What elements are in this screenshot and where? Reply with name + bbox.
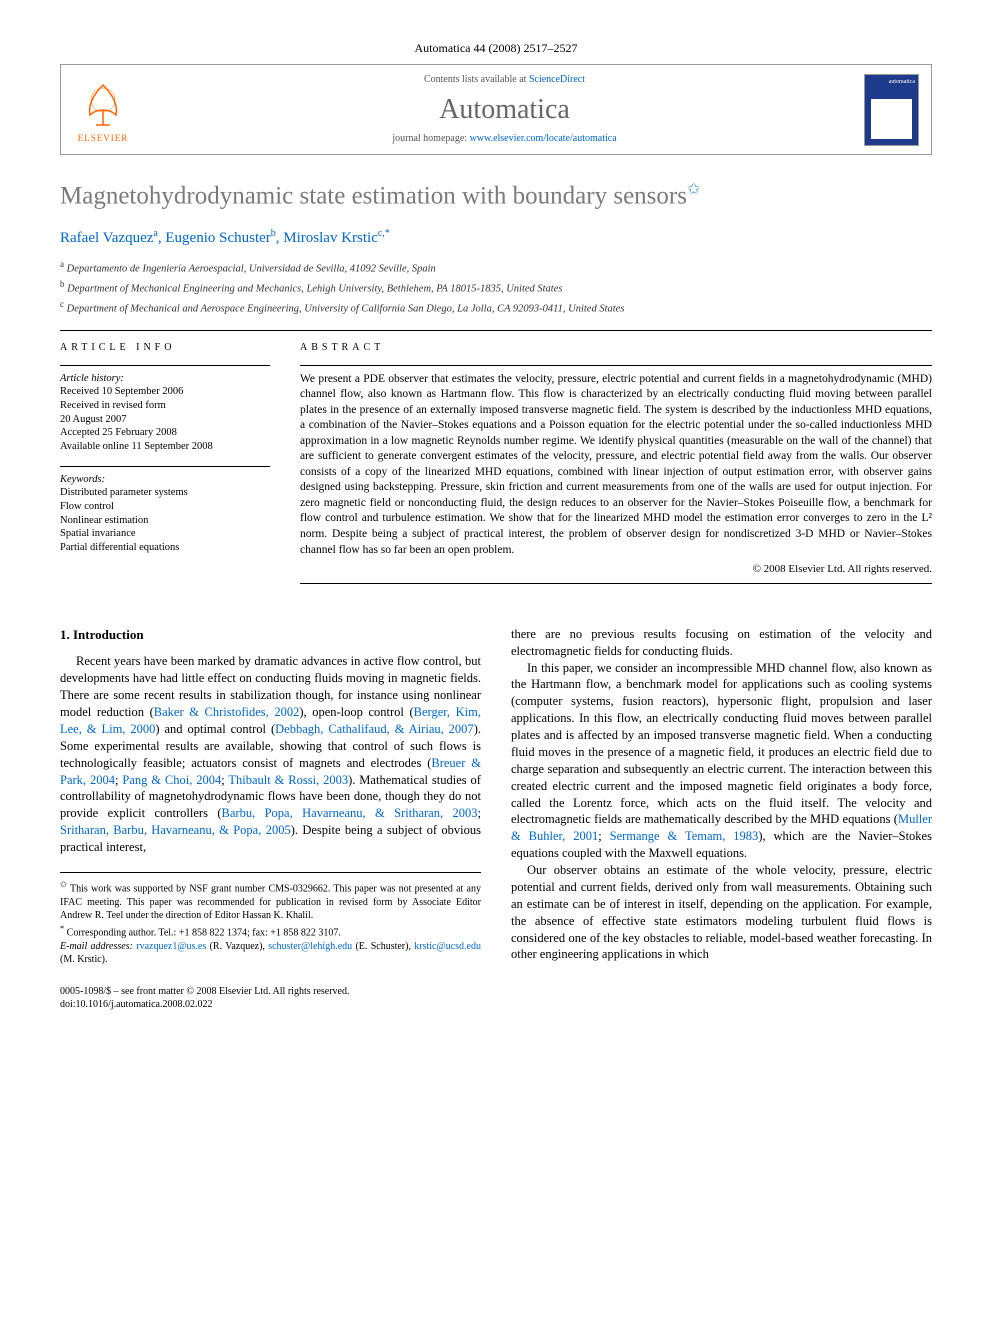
ref-sermange[interactable]: Sermange & Temam, 1983: [610, 829, 759, 843]
journal-name: Automatica: [145, 91, 864, 129]
abstract-sep: [300, 365, 932, 366]
affiliation-line: b Department of Mechanical Engineering a…: [60, 278, 932, 297]
footer-doi: doi:10.1016/j.automatica.2008.02.022: [60, 998, 349, 1012]
col2-p1: there are no previous results focusing o…: [511, 626, 932, 660]
ref-debbagh[interactable]: Debbagh, Cathalifaud, & Airiau, 2007: [275, 722, 474, 736]
footer-left: 0005-1098/$ – see front matter © 2008 El…: [60, 985, 349, 1012]
c2p2-a: In this paper, we consider an incompress…: [511, 661, 932, 827]
elsevier-label: ELSEVIER: [78, 132, 129, 144]
journal-header-box: ELSEVIER Contents lists available at Sci…: [60, 64, 932, 155]
keyword-line: Distributed parameter systems: [60, 486, 270, 500]
email-person: (E. Schuster),: [352, 941, 414, 952]
cover-label: automatica: [889, 78, 915, 86]
email-link[interactable]: schuster@lehigh.edu: [268, 941, 352, 952]
section-1-heading: 1. Introduction: [60, 626, 481, 644]
fn2-mark: *: [60, 924, 64, 933]
keywords-label: Keywords:: [60, 473, 270, 487]
abstract-text: We present a PDE observer that estimates…: [300, 372, 932, 558]
c2sep1: ;: [598, 829, 609, 843]
keywords-block: Keywords: Distributed parameter systemsF…: [60, 473, 270, 555]
elsevier-tree-icon: [78, 80, 128, 130]
affiliations: a Departamento de Ingeniería Aeroespacia…: [60, 258, 932, 316]
footnotes: ✩ This work was supported by NSF grant n…: [60, 872, 481, 967]
keyword-line: Spatial invariance: [60, 527, 270, 541]
fn1-text: This work was supported by NSF grant num…: [60, 883, 481, 921]
footnote-emails: E-mail addresses: rvazquez1@us.es (R. Va…: [60, 940, 481, 967]
authors-line: Rafael Vazqueza, Eugenio Schusterb, Miro…: [60, 227, 932, 248]
intro-paragraph-1: Recent years have been marked by dramati…: [60, 653, 481, 856]
ref-thibault[interactable]: Thibault & Rossi, 2003: [228, 773, 348, 787]
body-column-right: there are no previous results focusing o…: [511, 626, 932, 967]
homepage-prefix: journal homepage:: [392, 133, 469, 144]
title-footnote-mark: ✩: [687, 181, 700, 198]
author: Eugenio Schusterb: [165, 230, 275, 246]
col2-p3: Our observer obtains an estimate of the …: [511, 862, 932, 963]
page-footer: 0005-1098/$ – see front matter © 2008 El…: [60, 985, 932, 1012]
info-abstract-row: ARTICLE INFO Article history: Received 1…: [60, 341, 932, 590]
abstract-column: ABSTRACT We present a PDE observer that …: [300, 341, 932, 590]
affiliation-line: a Departamento de Ingeniería Aeroespacia…: [60, 258, 932, 277]
history-block: Article history: Received 10 September 2…: [60, 372, 270, 454]
abstract-sep-bottom: [300, 583, 932, 584]
title-text: Magnetohydrodynamic state estimation wit…: [60, 182, 687, 209]
elsevier-logo: ELSEVIER: [73, 75, 133, 145]
page-citation: Automatica 44 (2008) 2517–2527: [60, 40, 932, 56]
email-person: (R. Vazquez),: [206, 941, 268, 952]
author: Miroslav Krsticc,*: [283, 230, 390, 246]
author: Rafael Vazqueza: [60, 230, 158, 246]
ref-sritharan[interactable]: Sritharan, Barbu, Havarneanu, & Popa, 20…: [60, 823, 291, 837]
email-link[interactable]: rvazquez1@us.es: [136, 941, 206, 952]
cover-inner: [871, 99, 912, 139]
footnote-corresponding: * Corresponding author. Tel.: +1 858 822…: [60, 923, 481, 940]
history-line: Received 10 September 2006: [60, 385, 270, 399]
keyword-line: Nonlinear estimation: [60, 514, 270, 528]
article-title: Magnetohydrodynamic state estimation wit…: [60, 179, 932, 213]
homepage-link[interactable]: www.elsevier.com/locate/automatica: [470, 133, 617, 144]
separator-top: [60, 330, 932, 331]
abstract-copyright: © 2008 Elsevier Ltd. All rights reserved…: [300, 562, 932, 577]
ref-pang[interactable]: Pang & Choi, 2004: [122, 773, 221, 787]
email-person: (M. Krstic).: [60, 954, 108, 965]
history-line: Received in revised form: [60, 399, 270, 413]
col2-p2: In this paper, we consider an incompress…: [511, 660, 932, 863]
sciencedirect-link[interactable]: ScienceDirect: [529, 74, 585, 85]
email-label: E-mail addresses:: [60, 941, 133, 952]
history-line: Accepted 25 February 2008: [60, 426, 270, 440]
article-info-column: ARTICLE INFO Article history: Received 1…: [60, 341, 270, 590]
history-label: Article history:: [60, 372, 270, 386]
email-link[interactable]: krstic@ucsd.edu: [414, 941, 481, 952]
keyword-line: Flow control: [60, 500, 270, 514]
info-sep-1: [60, 365, 270, 366]
affiliation-line: c Department of Mechanical and Aerospace…: [60, 298, 932, 317]
journal-cover-thumbnail: automatica: [864, 74, 919, 146]
fn1-mark: ✩: [60, 880, 67, 889]
homepage-line: journal homepage: www.elsevier.com/locat…: [145, 132, 864, 146]
footer-copyright: 0005-1098/$ – see front matter © 2008 El…: [60, 985, 349, 999]
p1-text-c: ) and optimal control (: [155, 722, 275, 736]
contents-line: Contents lists available at ScienceDirec…: [145, 73, 864, 87]
ref-baker[interactable]: Baker & Christofides, 2002: [154, 705, 300, 719]
header-center: Contents lists available at ScienceDirec…: [145, 73, 864, 146]
history-line: 20 August 2007: [60, 413, 270, 427]
keyword-line: Partial differential equations: [60, 541, 270, 555]
p1-text-b: ), open-loop control (: [299, 705, 413, 719]
article-info-heading: ARTICLE INFO: [60, 341, 270, 355]
body-columns: 1. Introduction Recent years have been m…: [60, 626, 932, 967]
info-sep-2: [60, 466, 270, 467]
ref-barbu[interactable]: Barbu, Popa, Havarneanu, & Sritharan, 20…: [222, 806, 478, 820]
abstract-heading: ABSTRACT: [300, 341, 932, 355]
contents-prefix: Contents lists available at: [424, 74, 529, 85]
fn2-text: Corresponding author. Tel.: +1 858 822 1…: [67, 927, 341, 938]
footnote-funding: ✩ This work was supported by NSF grant n…: [60, 879, 481, 923]
sep3: ;: [478, 806, 481, 820]
history-line: Available online 11 September 2008: [60, 440, 270, 454]
body-column-left: 1. Introduction Recent years have been m…: [60, 626, 481, 967]
